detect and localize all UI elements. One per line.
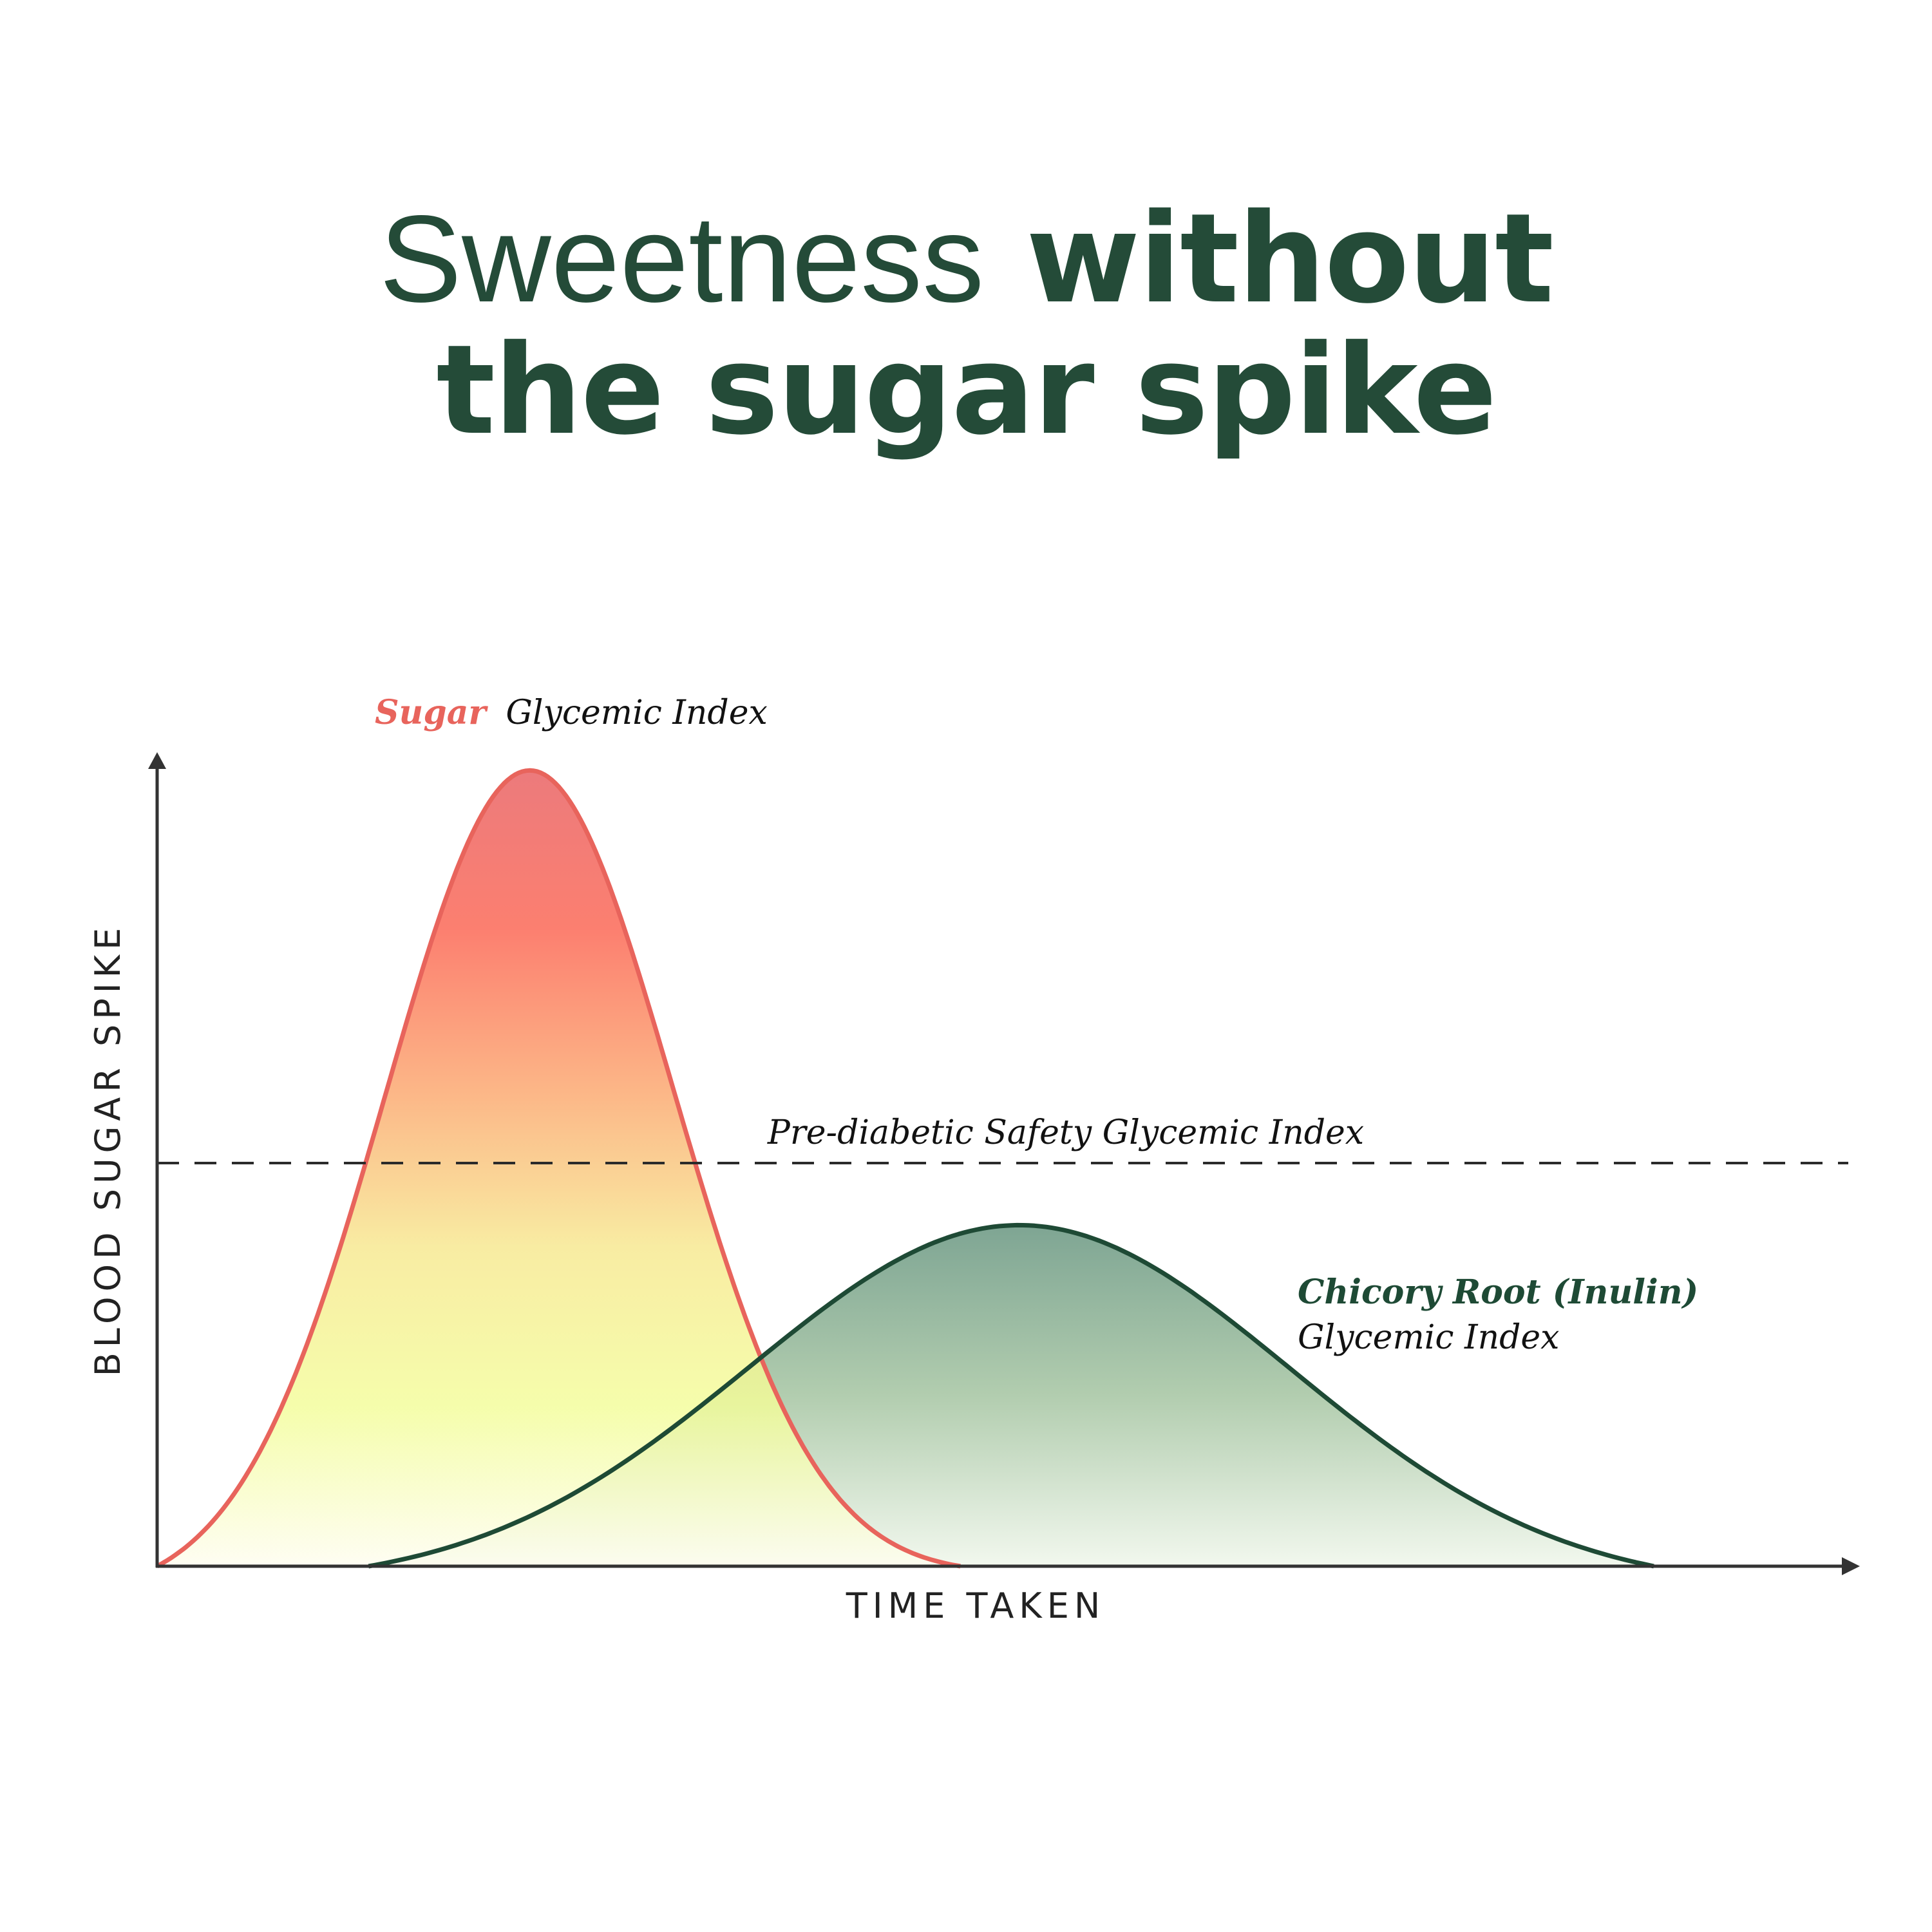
x-axis-label: TIME TAKEN [846,1586,1105,1626]
chicory-series-suffix: Glycemic Index [1298,1318,1559,1357]
y-axis-arrow-icon [148,752,166,769]
chicory-line [368,1222,1654,1569]
x-axis-arrow-icon [1842,1557,1860,1575]
sugar-area [157,770,961,1566]
title-bold-2: the sugar spike [436,319,1497,462]
y-axis-label: BLOOD SUGAR SPIKE [88,923,128,1377]
chicory-series-name: Chicory Root (Inulin) [1298,1273,1698,1312]
sugar-series-suffix: Glycemic Index [506,694,767,732]
threshold-label: Pre-diabetic Safety Glycemic Index [767,1113,1364,1152]
sugar-line [156,768,961,1569]
sugar-series-name: Sugar [375,693,488,732]
title-light: Sweetness [379,189,985,328]
page-title: Sweetness without the sugar spike [0,193,1932,457]
title-bold-1: without [1026,187,1554,331]
sugar-series-label: Sugar Glycemic Index [375,693,768,732]
